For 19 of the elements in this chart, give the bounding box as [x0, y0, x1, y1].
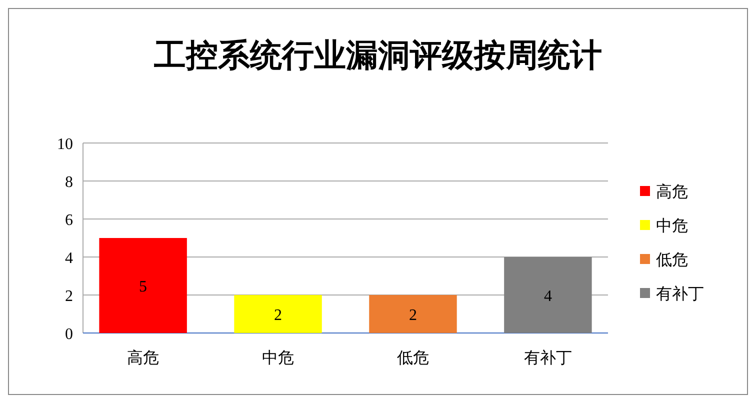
x-tick-label: 高危 — [127, 348, 160, 367]
y-tick-label: 4 — [65, 250, 73, 267]
chart-title: 工控系统行业漏洞评级按周统计 — [153, 36, 602, 74]
data-label: 2 — [274, 307, 282, 324]
data-label: 5 — [139, 278, 148, 296]
legend-label: 高危 — [656, 182, 688, 201]
legend-label: 中危 — [656, 216, 688, 235]
x-tick-label: 有补丁 — [524, 348, 572, 367]
y-tick-label: 2 — [65, 288, 73, 305]
legend-label: 低危 — [656, 250, 688, 269]
y-tick-label: 0 — [65, 326, 73, 343]
x-tick-label: 中危 — [262, 348, 294, 367]
data-label: 2 — [408, 307, 417, 324]
y-tick-label: 10 — [57, 136, 73, 153]
legend-label: 有补丁 — [656, 284, 704, 303]
y-tick-label: 8 — [65, 174, 73, 191]
x-tick-label: 低危 — [396, 348, 429, 367]
data-label: 4 — [544, 288, 552, 305]
y-tick-label: 6 — [65, 212, 73, 229]
